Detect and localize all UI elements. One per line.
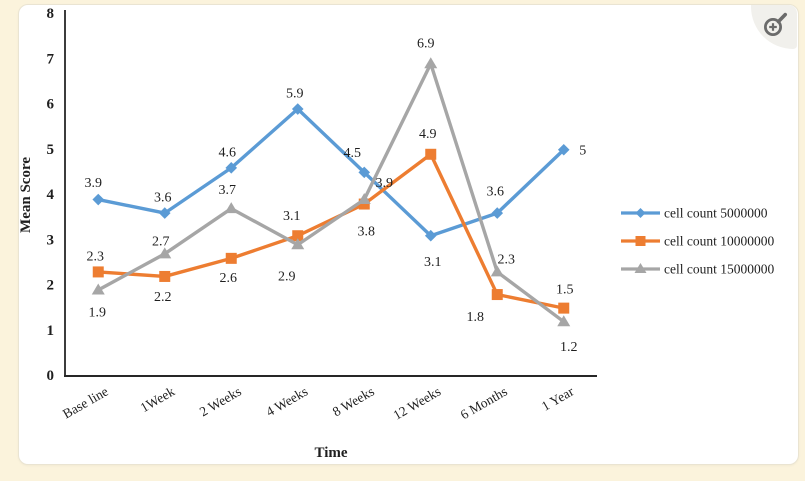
data-point-marker — [158, 207, 171, 219]
data-point-marker — [225, 162, 238, 174]
data-label: 2.9 — [278, 269, 296, 284]
legend-marker — [634, 263, 647, 273]
y-tick-label: 8 — [47, 6, 55, 22]
y-tick-label: 3 — [47, 232, 55, 248]
data-label: 4.5 — [344, 146, 362, 161]
data-label: 4.6 — [219, 145, 237, 160]
data-point-marker — [358, 166, 371, 179]
data-label: 2.3 — [87, 249, 105, 264]
data-label: 3.9 — [376, 176, 394, 191]
data-label: 6.9 — [417, 36, 435, 51]
zoom-in-button[interactable] — [751, 5, 797, 49]
data-point-marker — [291, 238, 305, 250]
y-tick-label: 0 — [47, 368, 55, 384]
data-point-marker — [557, 315, 571, 327]
data-label: 3.6 — [154, 191, 172, 206]
magnifier-plus-icon — [764, 12, 788, 36]
x-category-label: 1Week — [138, 383, 178, 415]
data-label: 1.5 — [556, 283, 574, 298]
x-category-label: 6 Months — [458, 384, 510, 423]
y-tick-label: 5 — [47, 142, 55, 158]
data-point-marker — [292, 230, 304, 242]
data-label: 3.1 — [424, 255, 442, 270]
data-point-marker — [358, 198, 370, 210]
data-label: 2.7 — [152, 234, 170, 249]
data-label: 5.9 — [286, 87, 304, 102]
legend-marker — [635, 236, 646, 246]
data-point-marker — [291, 103, 304, 115]
data-point-marker — [425, 148, 437, 160]
legend-label: cell count 10000000 — [664, 234, 774, 249]
y-tick-label: 4 — [47, 187, 55, 203]
data-point-marker — [424, 57, 438, 69]
data-label: 3.1 — [283, 209, 301, 224]
series-line-1 — [98, 152, 565, 310]
series-line-0 — [97, 107, 565, 238]
chart-card — [18, 4, 799, 465]
data-label: 4.9 — [419, 127, 437, 142]
x-category-label: 4 Weeks — [263, 384, 310, 420]
data-point-marker — [159, 270, 171, 282]
data-point-marker — [224, 202, 238, 214]
data-label: 5 — [579, 143, 586, 158]
data-label: 3.8 — [358, 225, 376, 240]
data-point-marker — [158, 247, 172, 259]
data-point-marker — [225, 252, 237, 264]
data-point-marker — [558, 302, 570, 314]
y-tick-label: 1 — [47, 323, 55, 339]
data-label: 2.2 — [154, 290, 172, 305]
x-category-label: Base line — [60, 384, 111, 422]
data-point-marker — [92, 193, 105, 206]
x-category-label: 8 Weeks — [330, 384, 377, 420]
data-label: 1.9 — [89, 306, 107, 321]
data-point-marker — [491, 207, 504, 219]
legend-marker — [635, 208, 646, 218]
data-label: 1.2 — [560, 340, 578, 355]
y-tick-label: 2 — [47, 278, 55, 294]
x-axis-title: Time — [314, 445, 347, 461]
series-line-2 — [97, 62, 565, 324]
data-point-marker — [92, 266, 104, 278]
data-label: 1.8 — [467, 310, 485, 325]
x-category-label: 2 Weeks — [197, 384, 244, 420]
data-label: 3.9 — [85, 176, 103, 191]
data-label: 3.6 — [487, 185, 505, 200]
data-point-marker — [91, 283, 105, 295]
legend-label: cell count 5000000 — [664, 206, 768, 221]
y-axis-title: Mean Score — [18, 157, 34, 233]
x-category-label: 1 Year — [539, 383, 577, 413]
data-point-marker — [490, 265, 504, 277]
data-point-marker — [557, 143, 570, 156]
data-point-marker — [491, 289, 503, 301]
data-point-marker — [424, 229, 437, 242]
data-label: 2.6 — [220, 271, 238, 286]
y-tick-label: 7 — [47, 51, 55, 67]
data-point-marker — [357, 193, 371, 205]
data-label: 3.7 — [219, 183, 237, 198]
legend-label: cell count 15000000 — [664, 262, 774, 277]
y-tick-label: 6 — [47, 97, 55, 113]
data-label: 2.3 — [498, 252, 516, 267]
x-category-label: 12 Weeks — [390, 384, 443, 423]
